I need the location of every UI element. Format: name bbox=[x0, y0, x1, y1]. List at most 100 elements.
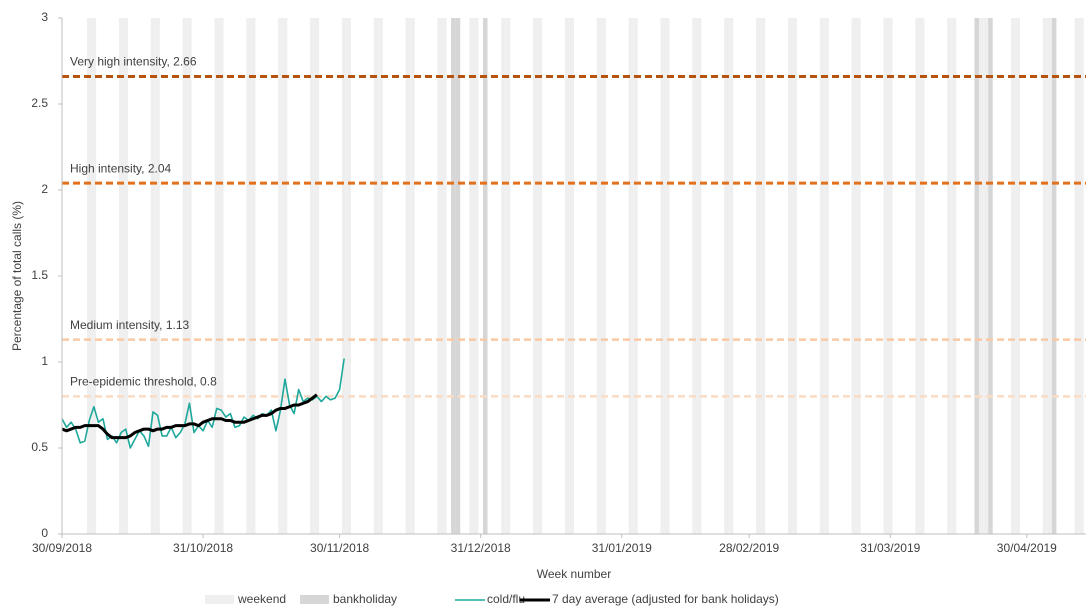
series-line bbox=[61, 393, 318, 440]
band bbox=[214, 18, 220, 534]
band bbox=[888, 18, 893, 534]
band bbox=[282, 18, 288, 534]
band bbox=[1015, 18, 1021, 534]
band bbox=[787, 18, 793, 534]
band bbox=[314, 18, 320, 534]
band bbox=[473, 18, 479, 534]
legend-swatch bbox=[300, 595, 329, 604]
band bbox=[1051, 18, 1057, 534]
band bbox=[505, 18, 511, 534]
legend-label: bankholiday bbox=[333, 592, 397, 606]
band bbox=[405, 18, 411, 534]
y-tick-label: 2 bbox=[41, 182, 48, 196]
band bbox=[760, 18, 766, 534]
band bbox=[150, 18, 156, 534]
band bbox=[979, 18, 984, 534]
band bbox=[346, 18, 351, 534]
band bbox=[728, 18, 734, 534]
threshold-label: Medium intensity, 1.13 bbox=[70, 318, 189, 332]
band bbox=[501, 18, 506, 534]
thresholds: Very high intensity, 2.66 High intensity,… bbox=[62, 55, 1086, 398]
band bbox=[983, 18, 989, 534]
x-tick-label: 30/11/2018 bbox=[310, 541, 369, 555]
band bbox=[537, 18, 543, 534]
band bbox=[278, 18, 283, 534]
band bbox=[373, 18, 379, 534]
band bbox=[87, 18, 92, 534]
band bbox=[883, 18, 889, 534]
legend-label: weekend bbox=[237, 592, 286, 606]
x-tick-label: 30/04/2019 bbox=[997, 541, 1057, 555]
band bbox=[219, 18, 224, 534]
band bbox=[569, 18, 574, 534]
band bbox=[988, 18, 993, 534]
legend-label: cold/flu bbox=[487, 592, 525, 606]
band bbox=[819, 18, 825, 534]
band bbox=[118, 18, 124, 534]
band bbox=[851, 18, 857, 534]
y-tick-label: 0 bbox=[41, 526, 48, 540]
threshold-label: Pre-epidemic threshold, 0.8 bbox=[70, 375, 217, 389]
band bbox=[250, 18, 256, 534]
x-tick-label: 31/12/2018 bbox=[451, 541, 511, 555]
band bbox=[856, 18, 861, 534]
band bbox=[482, 18, 488, 534]
band bbox=[633, 18, 638, 534]
y-tick-label: 0.5 bbox=[31, 440, 48, 454]
x-axis-title: Week number bbox=[537, 567, 611, 581]
band bbox=[91, 18, 97, 534]
bands bbox=[87, 18, 1084, 534]
threshold-label: Very high intensity, 2.66 bbox=[70, 55, 197, 69]
band bbox=[437, 18, 443, 534]
band bbox=[533, 18, 538, 534]
band bbox=[974, 18, 980, 534]
band bbox=[1010, 18, 1016, 534]
legend-swatch bbox=[205, 595, 234, 604]
legend: weekend bankholiday cold/flu 7 day average … bbox=[205, 592, 779, 606]
band bbox=[564, 18, 570, 534]
x-tick-label: 31/03/2019 bbox=[860, 541, 920, 555]
threshold-label: High intensity, 2.04 bbox=[70, 161, 171, 175]
band bbox=[182, 18, 188, 534]
band bbox=[451, 18, 456, 534]
band bbox=[442, 18, 447, 534]
band bbox=[696, 18, 702, 534]
band bbox=[410, 18, 415, 534]
band bbox=[915, 18, 920, 534]
band bbox=[1074, 18, 1080, 534]
band bbox=[660, 18, 666, 534]
band bbox=[596, 18, 602, 534]
band bbox=[1042, 18, 1048, 534]
band bbox=[155, 18, 160, 534]
band bbox=[951, 18, 957, 534]
band bbox=[1047, 18, 1052, 534]
band bbox=[692, 18, 697, 534]
band bbox=[455, 18, 461, 534]
band bbox=[378, 18, 383, 534]
band bbox=[665, 18, 670, 534]
band bbox=[1079, 18, 1084, 534]
band bbox=[469, 18, 474, 534]
band bbox=[601, 18, 606, 534]
x-tick-label: 31/10/2018 bbox=[173, 541, 233, 555]
band bbox=[187, 18, 192, 534]
series-line bbox=[61, 358, 345, 449]
y-tick-label: 1.5 bbox=[31, 268, 48, 282]
band bbox=[919, 18, 925, 534]
x-tick-label: 31/01/2019 bbox=[592, 541, 652, 555]
axis-labels: 0 0.5 1 1.5 2 2.5 3 30/09/2018 31/10/2018 30/11/2… bbox=[31, 10, 1057, 555]
band bbox=[341, 18, 347, 534]
x-tick-label: 28/02/2019 bbox=[719, 541, 779, 555]
band bbox=[947, 18, 952, 534]
x-tick-label: 30/09/2018 bbox=[32, 541, 92, 555]
band bbox=[756, 18, 761, 534]
y-axis-title: Percentage of total calls (%) bbox=[10, 201, 24, 351]
band bbox=[123, 18, 128, 534]
band bbox=[246, 18, 251, 534]
band bbox=[628, 18, 634, 534]
lines bbox=[61, 358, 345, 449]
band bbox=[310, 18, 315, 534]
y-tick-label: 3 bbox=[41, 10, 48, 24]
band bbox=[792, 18, 798, 534]
